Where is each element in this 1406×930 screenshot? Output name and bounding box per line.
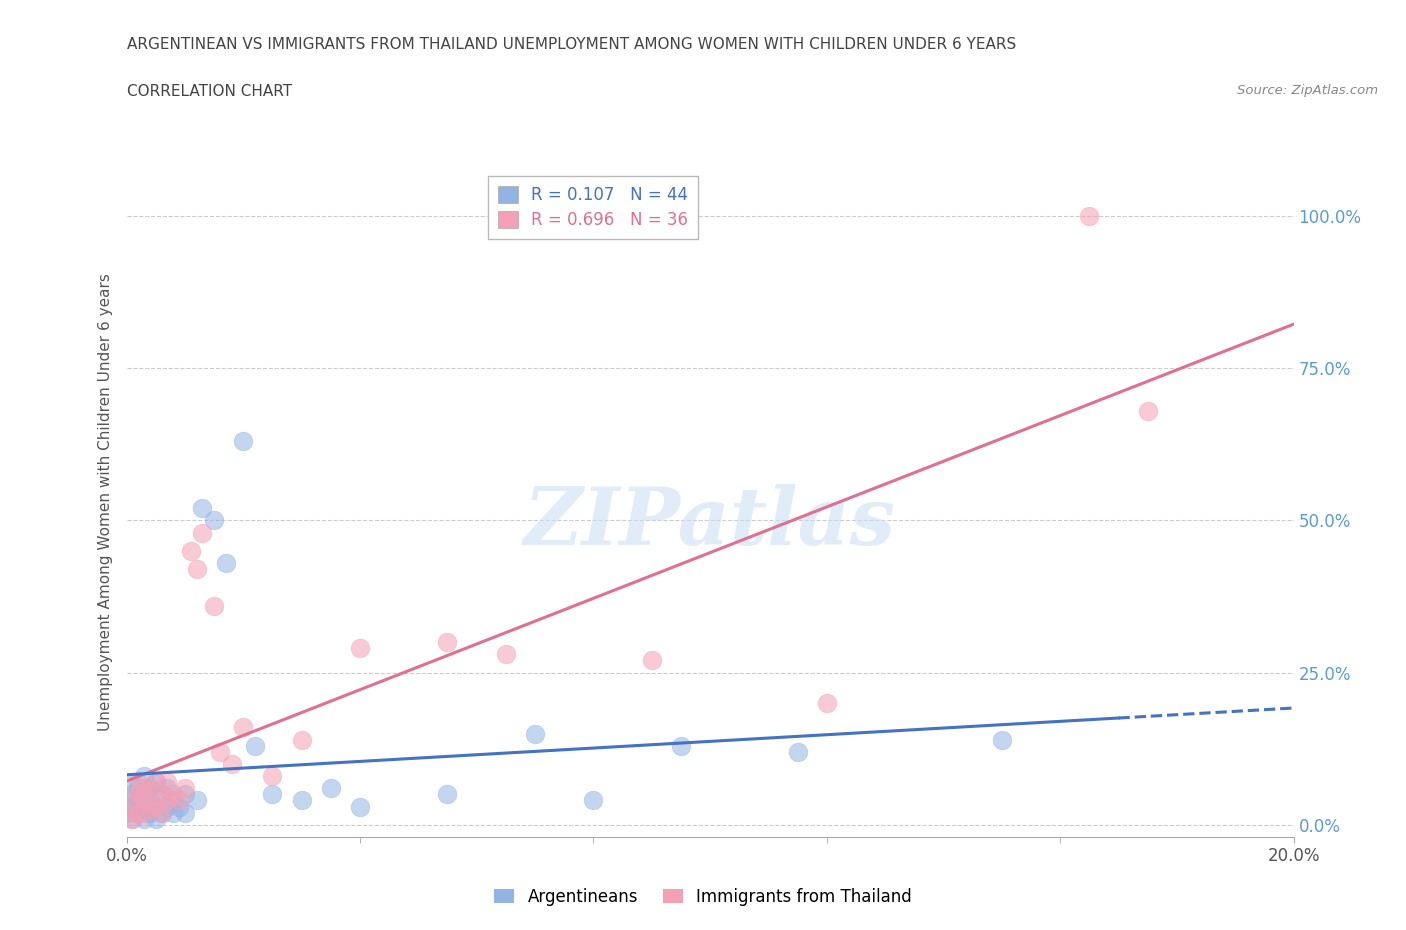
Point bbox=[290, 793, 312, 808]
Point bbox=[349, 641, 371, 656]
Point bbox=[174, 805, 197, 820]
Point bbox=[150, 787, 173, 802]
Point bbox=[208, 744, 231, 759]
Point bbox=[121, 811, 143, 826]
Point bbox=[127, 805, 149, 820]
Point bbox=[132, 781, 155, 796]
Point bbox=[167, 793, 190, 808]
Y-axis label: Unemployment Among Women with Children Under 6 years: Unemployment Among Women with Children U… bbox=[97, 273, 112, 731]
Point bbox=[139, 793, 162, 808]
Point bbox=[290, 732, 312, 747]
Point bbox=[115, 793, 138, 808]
Point bbox=[243, 738, 266, 753]
Point bbox=[150, 805, 173, 820]
Point bbox=[436, 787, 458, 802]
Point bbox=[786, 744, 808, 759]
Point bbox=[139, 781, 162, 796]
Point bbox=[186, 562, 208, 577]
Point bbox=[127, 805, 149, 820]
Point bbox=[127, 775, 149, 790]
Point bbox=[132, 793, 155, 808]
Point bbox=[319, 781, 342, 796]
Point bbox=[349, 799, 371, 814]
Point bbox=[156, 775, 179, 790]
Point bbox=[139, 805, 162, 820]
Text: Source: ZipAtlas.com: Source: ZipAtlas.com bbox=[1237, 84, 1378, 97]
Point bbox=[132, 799, 155, 814]
Legend: R = 0.107   N = 44, R = 0.696   N = 36: R = 0.107 N = 44, R = 0.696 N = 36 bbox=[488, 176, 699, 239]
Legend: Argentineans, Immigrants from Thailand: Argentineans, Immigrants from Thailand bbox=[488, 881, 918, 912]
Point bbox=[127, 793, 149, 808]
Point bbox=[1078, 208, 1101, 223]
Point bbox=[139, 781, 162, 796]
Point bbox=[215, 555, 238, 570]
Point bbox=[156, 781, 179, 796]
Point bbox=[232, 434, 254, 449]
Point bbox=[221, 756, 243, 771]
Point bbox=[815, 696, 838, 711]
Text: ZIPatlas: ZIPatlas bbox=[524, 484, 896, 561]
Point bbox=[150, 805, 173, 820]
Point bbox=[202, 598, 225, 613]
Point bbox=[162, 787, 184, 802]
Point bbox=[202, 513, 225, 528]
Point bbox=[145, 799, 167, 814]
Point bbox=[145, 775, 167, 790]
Point bbox=[167, 799, 190, 814]
Point bbox=[990, 732, 1012, 747]
Point bbox=[436, 635, 458, 650]
Point bbox=[139, 799, 162, 814]
Point bbox=[121, 811, 143, 826]
Point bbox=[582, 793, 605, 808]
Point bbox=[145, 775, 167, 790]
Point bbox=[115, 805, 138, 820]
Point bbox=[156, 793, 179, 808]
Point bbox=[524, 726, 547, 741]
Point bbox=[669, 738, 692, 753]
Point bbox=[162, 793, 184, 808]
Point bbox=[132, 811, 155, 826]
Point bbox=[121, 793, 143, 808]
Point bbox=[174, 781, 197, 796]
Point bbox=[132, 805, 155, 820]
Point bbox=[115, 805, 138, 820]
Point bbox=[180, 543, 202, 558]
Point bbox=[186, 793, 208, 808]
Point bbox=[121, 787, 143, 802]
Point bbox=[156, 799, 179, 814]
Point bbox=[127, 787, 149, 802]
Point bbox=[495, 647, 517, 662]
Text: ARGENTINEAN VS IMMIGRANTS FROM THAILAND UNEMPLOYMENT AMONG WOMEN WITH CHILDREN U: ARGENTINEAN VS IMMIGRANTS FROM THAILAND … bbox=[127, 37, 1015, 52]
Text: CORRELATION CHART: CORRELATION CHART bbox=[127, 84, 291, 99]
Point bbox=[132, 769, 155, 784]
Point bbox=[150, 787, 173, 802]
Point bbox=[262, 769, 284, 784]
Point bbox=[262, 787, 284, 802]
Point bbox=[145, 811, 167, 826]
Point bbox=[640, 653, 664, 668]
Point bbox=[145, 799, 167, 814]
Point bbox=[162, 805, 184, 820]
Point bbox=[1136, 404, 1159, 418]
Point bbox=[174, 787, 197, 802]
Point bbox=[132, 787, 155, 802]
Point bbox=[232, 720, 254, 735]
Point bbox=[191, 501, 214, 516]
Point bbox=[121, 775, 143, 790]
Point bbox=[121, 799, 143, 814]
Point bbox=[127, 781, 149, 796]
Point bbox=[191, 525, 214, 540]
